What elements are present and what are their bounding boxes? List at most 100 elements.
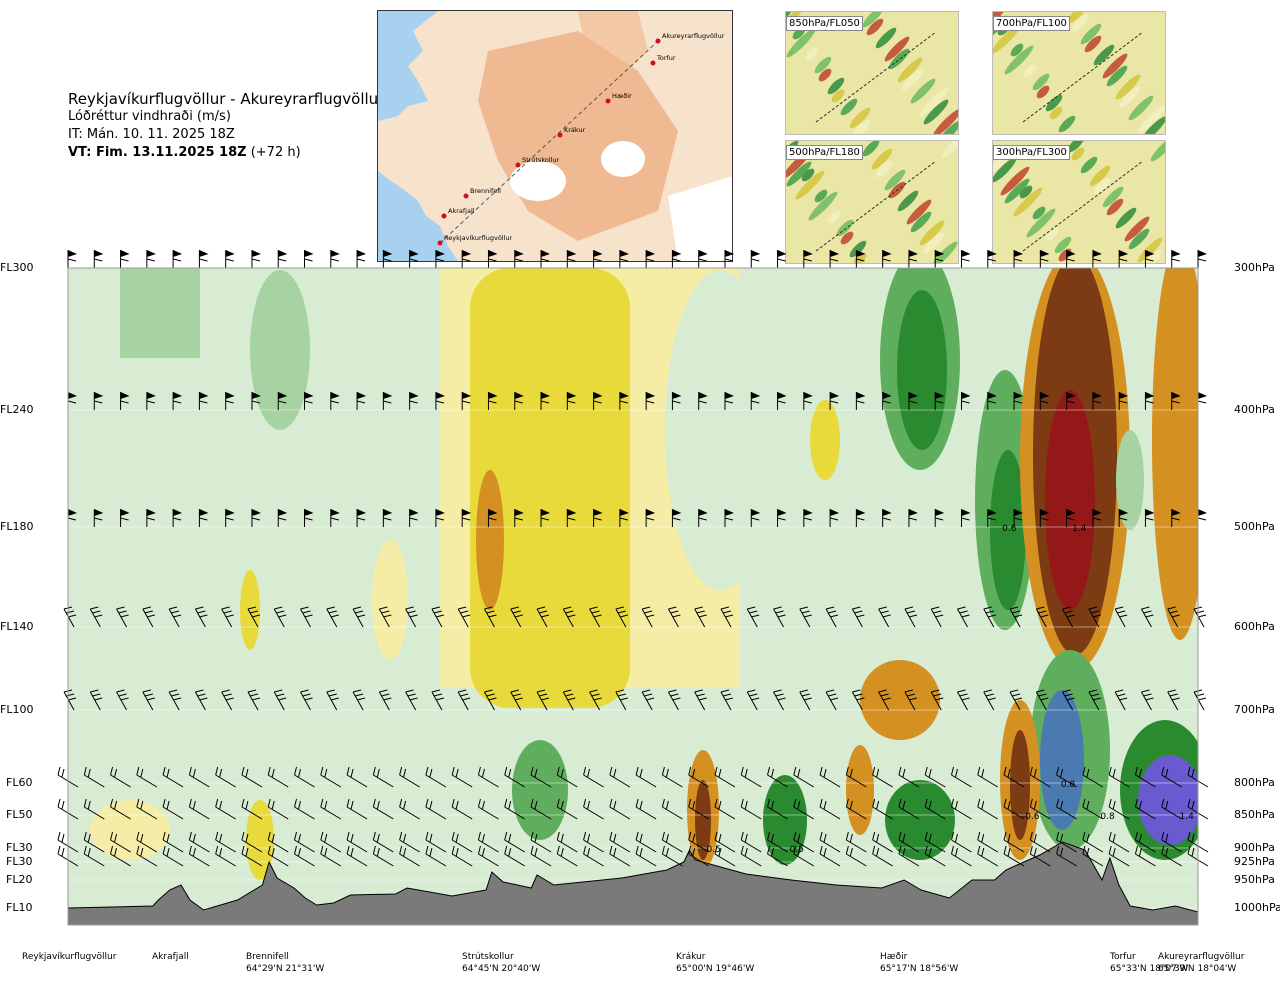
wind-barb bbox=[1056, 798, 1077, 820]
wind-barb bbox=[399, 845, 420, 867]
field-cell bbox=[120, 268, 200, 358]
wind-barb bbox=[740, 766, 762, 788]
wind-barb bbox=[277, 250, 288, 268]
level-thumbnail[interactable]: 500hPa/FL180 bbox=[785, 140, 959, 264]
wind-barb bbox=[987, 392, 997, 410]
wind-barb bbox=[619, 509, 629, 527]
wind-barb bbox=[514, 509, 524, 527]
wind-barb bbox=[536, 689, 550, 711]
wind-barb bbox=[294, 845, 315, 867]
wind-barb bbox=[904, 606, 918, 628]
wind-barb bbox=[1013, 392, 1024, 410]
wind-barb bbox=[116, 689, 129, 711]
wind-barb bbox=[1197, 509, 1207, 527]
route-map-svg: Akureyrarflugvöllur Torfur Hæðir Krákur Strú… bbox=[378, 11, 732, 261]
flight-level-label: FL10 bbox=[6, 901, 33, 914]
wind-barb bbox=[1056, 831, 1077, 853]
level-thumbnail[interactable]: 850hPa/FL050 bbox=[785, 11, 959, 135]
wind-barb bbox=[908, 509, 918, 527]
wind-barb bbox=[934, 392, 945, 410]
wind-barb bbox=[1144, 392, 1155, 410]
station-label: Strútskollur 64°45'N 20°40'W bbox=[462, 951, 540, 975]
wind-barb bbox=[977, 798, 999, 820]
field-cell bbox=[470, 268, 630, 708]
wind-barb bbox=[898, 845, 920, 867]
wind-barb bbox=[609, 831, 631, 853]
wind-barb bbox=[294, 798, 315, 820]
wind-barb bbox=[320, 798, 342, 820]
wind-barb bbox=[819, 798, 841, 820]
wind-barb bbox=[477, 798, 499, 820]
wind-barb bbox=[1039, 509, 1050, 527]
field-cell bbox=[665, 270, 775, 590]
wind-barb bbox=[908, 250, 918, 268]
wind-barb bbox=[688, 831, 709, 853]
pressure-label: 1000hPa bbox=[1234, 901, 1280, 914]
pressure-label: 600hPa bbox=[1234, 620, 1275, 633]
wind-barb bbox=[750, 250, 761, 268]
wind-barb bbox=[1009, 606, 1023, 628]
wind-barb bbox=[593, 509, 603, 527]
level-thumbnail[interactable]: 700hPa/FL100 bbox=[992, 11, 1166, 135]
wind-barb bbox=[1029, 766, 1051, 788]
wind-barb bbox=[671, 509, 682, 527]
wind-barb bbox=[688, 798, 709, 820]
station-name: Reykjavíkurflugvöllur bbox=[22, 952, 117, 962]
wind-barb bbox=[425, 831, 447, 853]
level-thumbnail[interactable]: 300hPa/FL300 bbox=[992, 140, 1166, 264]
wind-barb bbox=[225, 509, 235, 527]
wind-barb bbox=[845, 831, 867, 853]
wind-barb bbox=[136, 831, 158, 853]
wind-barb bbox=[162, 798, 184, 820]
wind-barb bbox=[819, 845, 841, 867]
wind-barb bbox=[1161, 798, 1182, 820]
wind-barb bbox=[241, 831, 263, 853]
wind-barb bbox=[829, 509, 840, 527]
map-waypoint-marker bbox=[605, 98, 611, 104]
wind-barb bbox=[793, 798, 815, 820]
wind-barb bbox=[635, 831, 657, 853]
wind-barb bbox=[120, 509, 130, 527]
thumbnail-label: 500hPa/FL180 bbox=[786, 145, 863, 160]
wind-barb bbox=[773, 606, 786, 628]
wind-barb bbox=[330, 392, 340, 410]
wind-barb bbox=[346, 798, 368, 820]
wind-barb bbox=[1013, 509, 1024, 527]
terrain-profile bbox=[67, 841, 1199, 926]
map-waypoint-label: Krákur bbox=[564, 126, 586, 134]
wind-barb bbox=[67, 250, 77, 268]
wind-barb bbox=[484, 689, 497, 711]
wind-barb bbox=[694, 689, 707, 711]
wind-barb bbox=[750, 392, 761, 410]
wind-barb bbox=[872, 766, 893, 788]
map-waypoint-marker bbox=[557, 132, 563, 138]
thumbnail-label: 300hPa/FL300 bbox=[993, 145, 1070, 160]
station-name: Krákur bbox=[676, 952, 706, 962]
wind-barb bbox=[267, 831, 289, 853]
wind-barb bbox=[698, 250, 708, 268]
wind-barb bbox=[110, 831, 131, 853]
parameter-label: Lóðréttur vindhraði (m/s) bbox=[68, 109, 231, 124]
wind-barb bbox=[924, 798, 946, 820]
wind-barb bbox=[273, 606, 287, 628]
flight-level-label: FL50 bbox=[6, 808, 33, 821]
wind-barb bbox=[1167, 689, 1180, 711]
map-waypoints: Akureyrarflugvöllur Torfur Hæðir Krákur Strú… bbox=[437, 32, 725, 246]
wind-barb bbox=[530, 766, 552, 788]
wind-barb bbox=[593, 392, 603, 410]
contour-value-label: 0.8 bbox=[1100, 812, 1115, 822]
wind-barb bbox=[477, 831, 499, 853]
wind-barb bbox=[172, 250, 183, 268]
wind-barb bbox=[793, 831, 815, 853]
wind-barb bbox=[273, 689, 287, 711]
station-name: Torfur bbox=[1110, 952, 1136, 962]
wind-barb bbox=[405, 689, 418, 711]
wind-barb bbox=[1118, 392, 1129, 410]
contour-value-label: 1.4 bbox=[1180, 812, 1195, 822]
wind-barb bbox=[615, 689, 628, 711]
wind-barb bbox=[609, 845, 631, 867]
wind-barb bbox=[1108, 798, 1130, 820]
wind-barb bbox=[451, 845, 473, 867]
wind-barb bbox=[136, 766, 158, 788]
